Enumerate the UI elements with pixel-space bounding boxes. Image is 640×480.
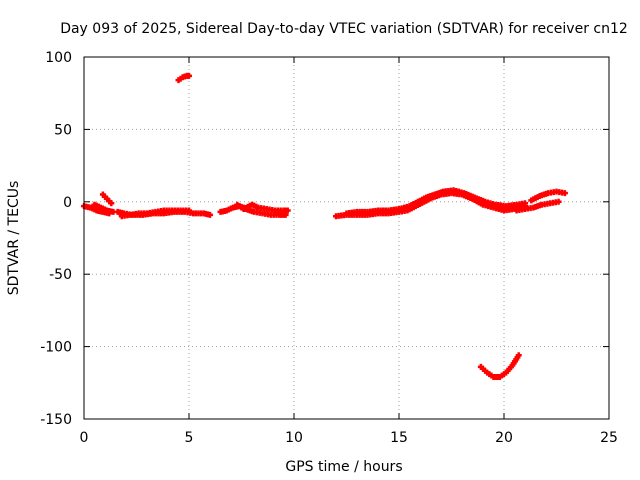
y-tick-label: 100	[45, 50, 72, 66]
y-tick-label: 50	[54, 122, 72, 138]
data-track	[175, 72, 192, 84]
y-tick-label: -50	[49, 267, 72, 283]
data-track	[477, 352, 522, 381]
x-tick-label: 0	[80, 430, 89, 446]
grid-lines	[84, 57, 609, 419]
data-track	[118, 207, 192, 220]
data-track	[242, 206, 289, 218]
data-track	[513, 198, 562, 214]
data-point	[284, 207, 291, 214]
data-point	[207, 211, 213, 218]
data-point	[282, 211, 289, 218]
data-series	[81, 72, 568, 381]
data-point	[561, 190, 568, 197]
y-tick-label: 0	[63, 195, 72, 211]
data-track	[528, 188, 568, 204]
data-track	[99, 191, 115, 207]
data-track	[343, 187, 528, 217]
data-point	[555, 198, 562, 205]
y-axis-label: SDTVAR / TECUs	[6, 181, 22, 296]
y-tick-label: -150	[40, 412, 72, 428]
axis-ticks: 0 5 10 15 20 25 100 50 0 -50 -100 -150	[40, 50, 618, 446]
data-point	[522, 200, 528, 207]
data-track	[91, 201, 117, 215]
chart-title: Day 093 of 2025, Sidereal Day-to-day VTE…	[60, 21, 628, 37]
x-tick-label: 5	[185, 430, 194, 446]
x-tick-label: 10	[285, 430, 303, 446]
data-point	[515, 352, 522, 359]
x-tick-label: 15	[390, 430, 408, 446]
data-point	[108, 200, 115, 207]
data-point	[186, 72, 192, 79]
x-tick-label: 20	[495, 430, 513, 446]
data-point	[186, 207, 192, 214]
x-tick-label: 25	[600, 430, 618, 446]
x-axis-label: GPS time / hours	[285, 459, 402, 475]
y-tick-label: -100	[40, 340, 72, 356]
plot-frame	[83, 56, 610, 420]
data-track	[234, 201, 291, 214]
